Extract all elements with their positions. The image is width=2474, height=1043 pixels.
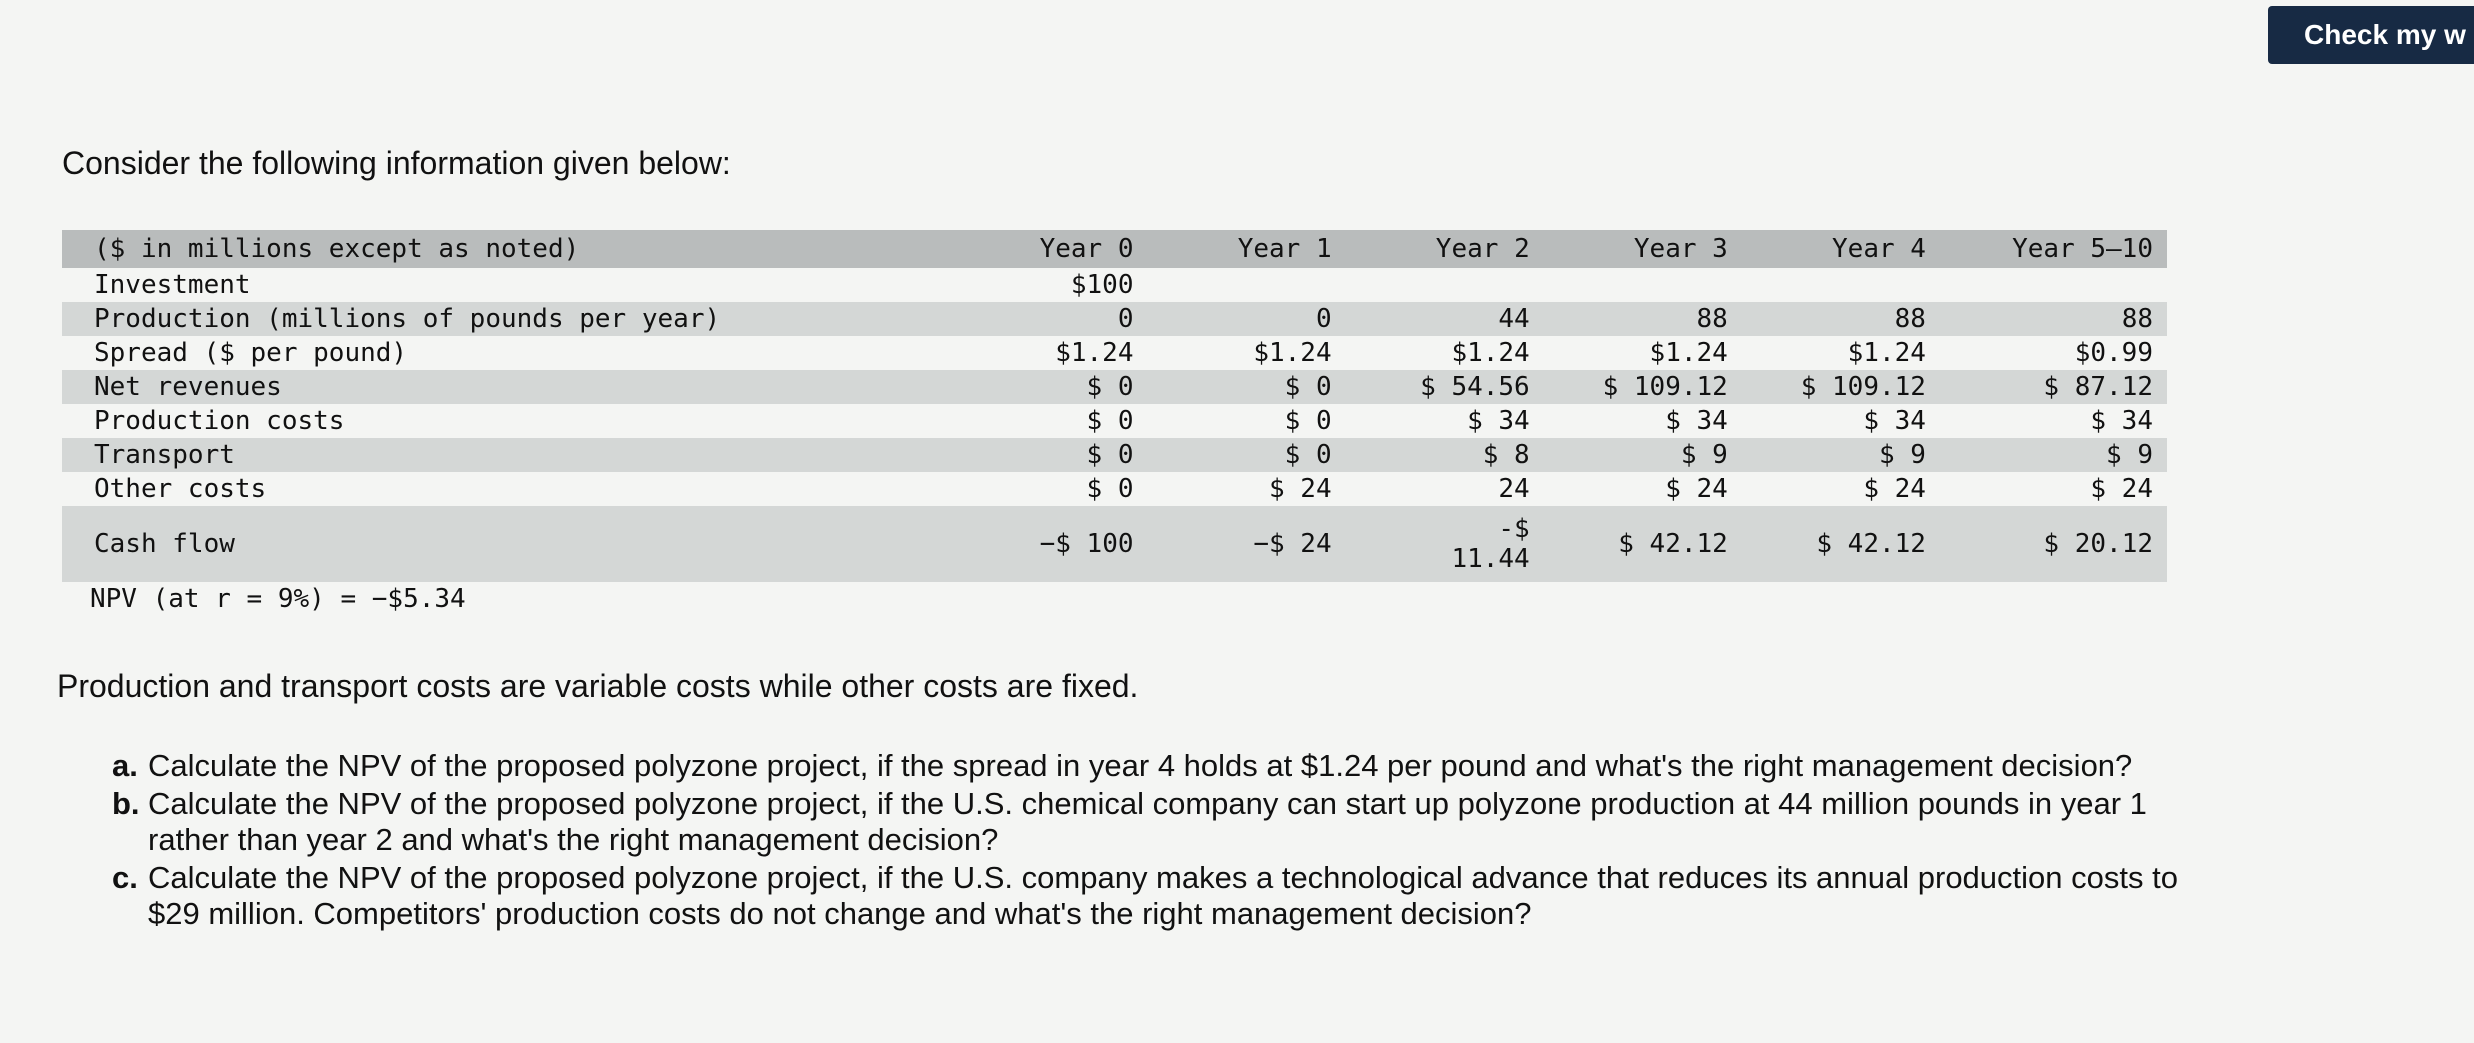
cash-flow-table-container: ($ in millions except as noted) Year 0 Y… xyxy=(62,230,2167,582)
table-cell: $1.24 xyxy=(1451,338,1530,368)
table-cell: $ 9 xyxy=(1878,440,1926,470)
table-row-production-costs: Production costs $ 0 $ 0 $ 34 $ 34 $ 34 … xyxy=(62,404,2167,438)
table-cell: $ 0 xyxy=(1284,406,1332,436)
table-cell: $ 34 xyxy=(1863,406,1926,436)
cash-flow-amount: 11.44 xyxy=(1451,544,1530,574)
table-header-year-1: Year 1 xyxy=(1237,234,1332,264)
table-cell: 0 xyxy=(1117,304,1134,334)
table-cell xyxy=(1544,268,1742,302)
table-cell: $ 109.12 xyxy=(1800,372,1926,402)
table-cell: $ 24 xyxy=(2090,474,2153,504)
table-cell: $ 9 xyxy=(1680,440,1728,470)
table-cell xyxy=(1148,268,1346,302)
question-marker: b. xyxy=(112,786,140,821)
table-cell: $ 0 xyxy=(1284,372,1332,402)
table-row-production: Production (millions of pounds per year)… xyxy=(62,302,2167,336)
table-cell: 88 xyxy=(1894,304,1926,334)
table-cell: $100 xyxy=(1070,270,1134,300)
table-header-label: ($ in millions except as noted) xyxy=(94,234,580,264)
question-text: Calculate the NPV of the proposed polyzo… xyxy=(148,748,2133,783)
table-cell: −$ 100 xyxy=(1039,529,1134,559)
table-cell: $ 20.12 xyxy=(2043,529,2153,559)
cost-note: Production and transport costs are varia… xyxy=(57,668,1139,704)
table-cell: $1.24 xyxy=(1847,338,1926,368)
table-header-year-2: Year 2 xyxy=(1435,234,1530,264)
question-item-a: a. Calculate the NPV of the proposed pol… xyxy=(112,748,2232,784)
row-label: Spread ($ per pound) xyxy=(94,338,408,368)
table-row-net-revenues: Net revenues $ 0 $ 0 $ 54.56 $ 109.12 $ … xyxy=(62,370,2167,404)
table-cell: 88 xyxy=(2121,304,2153,334)
table-cell: $1.24 xyxy=(1649,338,1728,368)
table-header-year-0: Year 0 xyxy=(1039,234,1134,264)
table-cell: $1.24 xyxy=(1055,338,1134,368)
table-cell: $ 42.12 xyxy=(1816,529,1926,559)
row-label: Production costs xyxy=(94,406,345,436)
table-cell xyxy=(1346,268,1544,302)
table-cell: $ 42.12 xyxy=(1618,529,1728,559)
table-row-transport: Transport $ 0 $ 0 $ 8 $ 9 $ 9 $ 9 xyxy=(62,438,2167,472)
table-row-cash-flow: Cash flow −$ 100 −$ 24 -$ 11.44 $ 42.12 … xyxy=(62,506,2167,582)
table-cell: $ 34 xyxy=(1665,406,1728,436)
question-item-b: b. Calculate the NPV of the proposed pol… xyxy=(112,786,2232,858)
table-cell: $1.24 xyxy=(1253,338,1332,368)
intro-text: Consider the following information given… xyxy=(62,145,731,181)
table-cell: $ 54.56 xyxy=(1420,372,1530,402)
table-cell: $ 24 xyxy=(1268,474,1332,504)
table-cell xyxy=(1742,268,1940,302)
row-label: Production (millions of pounds per year) xyxy=(94,304,721,334)
question-marker: c. xyxy=(112,860,138,895)
table-cell: $ 109.12 xyxy=(1602,372,1728,402)
table-cell xyxy=(1940,268,2167,302)
table-header-year-5-10: Year 5–10 xyxy=(2012,234,2153,264)
table-cell: 88 xyxy=(1696,304,1728,334)
row-label: Transport xyxy=(94,440,235,470)
table-cell: $ 34 xyxy=(2090,406,2153,436)
question-text: Calculate the NPV of the proposed polyzo… xyxy=(148,860,2178,931)
table-row-investment: Investment $100 xyxy=(62,268,2167,302)
table-header-row: ($ in millions except as noted) Year 0 Y… xyxy=(62,230,2167,268)
table-cell: 44 xyxy=(1498,304,1530,334)
question-item-c: c. Calculate the NPV of the proposed pol… xyxy=(112,860,2232,932)
table-cell: 0 xyxy=(1315,304,1332,334)
table-cell-year-2-cash-flow: -$ 11.44 xyxy=(1346,506,1544,582)
table-cell: $ 0 xyxy=(1086,372,1134,402)
table-cell: 24 xyxy=(1498,474,1530,504)
row-label: Investment xyxy=(94,270,251,300)
table-cell: $ 9 xyxy=(2106,440,2153,470)
table-cell: $ 24 xyxy=(1863,474,1926,504)
cash-flow-sign: -$ xyxy=(1498,514,1530,544)
table-header-year-4: Year 4 xyxy=(1832,234,1926,264)
table-cell: $ 0 xyxy=(1086,406,1134,436)
table-row-other-costs: Other costs $ 0 $ 24 24 $ 24 $ 24 $ 24 xyxy=(62,472,2167,506)
table-row-spread: Spread ($ per pound) $1.24 $1.24 $1.24 $… xyxy=(62,336,2167,370)
table-cell: −$ 24 xyxy=(1253,529,1332,559)
table-cell: $ 8 xyxy=(1482,440,1530,470)
row-label: Net revenues xyxy=(94,372,282,402)
table-cell: $ 0 xyxy=(1086,440,1134,470)
table-cell: $ 24 xyxy=(1665,474,1728,504)
table-header-year-3: Year 3 xyxy=(1633,234,1728,264)
question-marker: a. xyxy=(112,748,138,783)
npv-line: NPV (at r = 9%) = −$5.34 xyxy=(90,584,466,614)
cash-flow-table: ($ in millions except as noted) Year 0 Y… xyxy=(62,230,2167,582)
check-my-work-button[interactable]: Check my w xyxy=(2268,6,2474,64)
question-list: a. Calculate the NPV of the proposed pol… xyxy=(112,748,2232,934)
table-cell: $ 0 xyxy=(1284,440,1332,470)
table-cell: $ 87.12 xyxy=(2043,372,2153,402)
row-label: Cash flow xyxy=(94,529,235,559)
table-cell: $ 0 xyxy=(1086,474,1134,504)
question-text: Calculate the NPV of the proposed polyzo… xyxy=(148,786,2147,857)
row-label: Other costs xyxy=(94,474,267,504)
table-cell: $0.99 xyxy=(2074,338,2153,368)
table-cell: $ 34 xyxy=(1467,406,1530,436)
